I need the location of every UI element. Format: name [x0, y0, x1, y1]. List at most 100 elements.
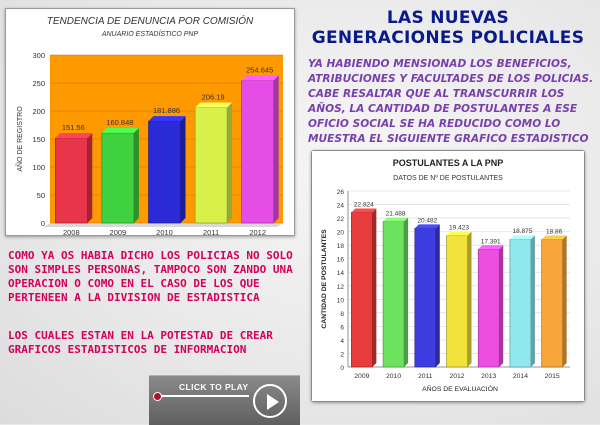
x-tick-label-3: 2012: [449, 373, 464, 380]
bar-3: [446, 235, 468, 368]
plot-floor: [44, 223, 283, 227]
y-tick-label-10: 20: [337, 230, 345, 237]
y-tick-label-6: 12: [337, 284, 345, 291]
data-label-0: 151.56: [62, 123, 85, 132]
y-tick-label-11: 22: [337, 216, 345, 223]
bar-4: [241, 80, 274, 224]
bar-2: [148, 120, 181, 224]
x-axis-label: AÑOS DE EVALUACIÓN: [422, 384, 498, 393]
paragraph-policias: COMO YA OS HABIA DICHO LOS POLICIAS NO S…: [8, 249, 293, 304]
bar-top-2: [414, 224, 440, 229]
bar-top-1: [101, 127, 139, 133]
bar-side-1: [133, 127, 139, 223]
data-label-2: 20.482: [417, 217, 437, 224]
x-tick-label-1: 2010: [386, 373, 401, 380]
bar-top-1: [383, 217, 409, 222]
y-tick-label-4: 200: [32, 107, 45, 116]
x-tick-label-2: 2011: [418, 373, 433, 380]
y-tick-label-5: 250: [32, 79, 45, 88]
data-label-4: 17.391: [481, 238, 501, 245]
bar-5: [509, 238, 532, 368]
bar-top-6: [541, 235, 567, 240]
chart-title: POSTULANTES A LA PNP: [393, 158, 504, 168]
paragraph-graficos: LOS CUALES ESTAN EN LA POTESTAD DE CREAR…: [8, 329, 273, 356]
bar-1: [101, 132, 135, 224]
chart-subtitle: ANUARIO ESTADÍSTICO PNP: [101, 29, 199, 38]
bar-top-2: [148, 116, 186, 122]
x-tick-label-4: 2012: [249, 228, 266, 235]
data-label-5: 18.875: [512, 228, 532, 235]
y-tick-label-0: 0: [340, 365, 344, 372]
bar-side-4: [273, 75, 279, 223]
play-icon[interactable]: [253, 384, 287, 418]
bar-1: [382, 221, 405, 368]
y-axis-label: CANTIDAD DE POSTULANTES: [321, 229, 328, 329]
bar-side-3: [467, 231, 472, 367]
x-tick-label-5: 2014: [513, 373, 528, 380]
bar-0: [351, 212, 373, 368]
x-tick-label-3: 2011: [203, 228, 219, 235]
y-tick-label-7: 14: [337, 270, 345, 277]
click-to-play-button[interactable]: CLICK TO PLAY: [149, 375, 300, 425]
y-tick-label-1: 2: [340, 351, 344, 358]
slide-title: LAS NUEVAS GENERACIONES POLICIALES: [296, 8, 600, 48]
bar-side-1: [404, 217, 409, 367]
bar-side-5: [530, 235, 535, 367]
y-tick-label-4: 8: [340, 311, 344, 318]
bar-top-0: [351, 208, 377, 213]
y-tick-label-13: 26: [337, 189, 345, 196]
chart-postulantes: POSTULANTES A LA PNP DATOS DE Nº DE POSTU…: [311, 150, 585, 402]
y-tick-label-12: 24: [337, 203, 345, 210]
x-tick-label-6: 2015: [545, 373, 560, 380]
bar-side-6: [562, 235, 567, 367]
x-tick-label-4: 2013: [481, 373, 496, 380]
bar-top-3: [195, 102, 233, 108]
bar-6: [541, 239, 563, 368]
bar-side-4: [499, 245, 504, 367]
chart-title: TENDENCIA DE DENUNCIA POR COMISIÓN: [47, 14, 254, 27]
bar-side-2: [435, 224, 440, 367]
chart-denuncias: 0 50 100 150 200 250 300 TENDENCIA DE DENUNCIA …: [5, 8, 295, 236]
bar-0: [54, 137, 88, 224]
y-tick-label-6: 300: [32, 51, 45, 60]
title-line-1: LAS NUEVAS: [386, 8, 510, 28]
data-label-2: 181.886: [153, 106, 180, 115]
data-label-6: 18.86: [546, 228, 563, 235]
chart-subtitle: DATOS DE Nº DE POSTULANTES: [393, 175, 503, 182]
bar-top-4: [241, 75, 279, 81]
bar-4: [477, 248, 500, 368]
x-tick-label-0: 2009: [354, 373, 369, 380]
title-line-2: GENERACIONES POLICIALES: [311, 28, 585, 48]
bar-top-3: [446, 231, 472, 236]
intro-text: YA HABIENDO MENSIONAD LOS BENEFICIOS, AT…: [308, 58, 594, 145]
y-tick-label-3: 150: [32, 135, 45, 144]
data-label-1: 21.488: [386, 211, 406, 218]
y-tick-label-9: 18: [337, 243, 345, 250]
data-label-3: 19.423: [449, 225, 469, 232]
bar-3: [194, 107, 228, 224]
y-axis-label: AÑO DE REGISTRO: [15, 106, 24, 172]
data-label-3: 206.19: [202, 93, 225, 102]
bar-side-2: [180, 116, 186, 223]
y-tick-label-2: 4: [340, 338, 344, 345]
x-tick-label-1: 2009: [110, 228, 127, 235]
bar-top-0: [55, 133, 93, 139]
data-label-0: 22.824: [354, 201, 374, 208]
play-progress-handle[interactable]: [153, 392, 162, 401]
bar-top-5: [509, 235, 535, 240]
chart-denuncias-svg: 0 50 100 150 200 250 300 TENDENCIA DE DENUNCIA …: [15, 14, 283, 235]
y-tick-label-1: 50: [37, 191, 45, 200]
y-tick-label-3: 6: [340, 324, 344, 331]
y-tick-label-2: 100: [32, 163, 45, 172]
x-tick-label-0: 2008: [63, 228, 80, 235]
bar-side-0: [87, 133, 93, 223]
data-label-4: 254.645: [246, 65, 273, 74]
data-label-1: 160.848: [106, 118, 133, 127]
bar-top-4: [478, 245, 504, 250]
play-progress-track: [157, 395, 249, 397]
chart-postulantes-svg: POSTULANTES A LA PNP DATOS DE Nº DE POSTU…: [312, 151, 584, 401]
bar-side-0: [372, 208, 377, 367]
play-button-label: CLICK TO PLAY: [179, 382, 249, 392]
bar-side-3: [227, 102, 233, 223]
